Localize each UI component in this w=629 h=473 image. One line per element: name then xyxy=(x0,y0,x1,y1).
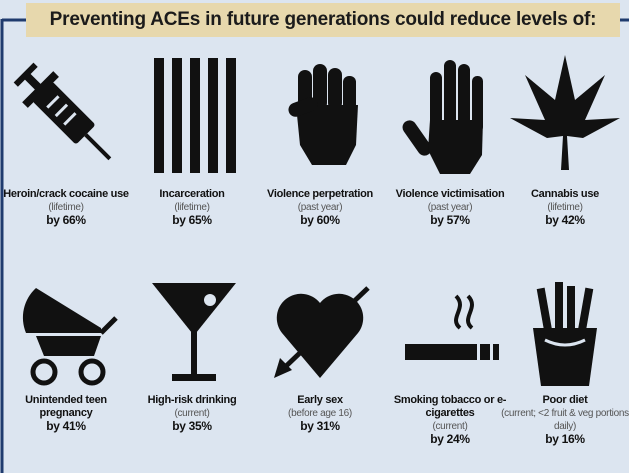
item: Unintended teen pregnancy by 41% xyxy=(2,278,130,433)
glass-icon xyxy=(152,283,236,381)
value: by 16% xyxy=(545,432,585,446)
note: (lifetime) xyxy=(547,202,583,213)
value: by 41% xyxy=(46,419,86,433)
note: (past year) xyxy=(427,202,473,213)
label: Early sex xyxy=(297,394,343,406)
note: (current; <2 fruit & veg portions daily) xyxy=(501,408,629,432)
item: Cannabis use (lifetime) by 42% xyxy=(501,50,629,227)
label: Violence perpetration xyxy=(267,188,373,200)
note: (lifetime) xyxy=(48,202,84,213)
value: by 24% xyxy=(430,432,470,446)
pram-icon xyxy=(22,288,118,386)
syringe-icon xyxy=(13,62,112,161)
note: (lifetime) xyxy=(174,202,210,213)
label: Smoking tobacco or e-cigarettes xyxy=(393,394,507,419)
hand-icon xyxy=(402,60,483,174)
item: Incarceration (lifetime) by 65% xyxy=(128,50,256,227)
value: by 65% xyxy=(172,213,212,227)
leaf-icon xyxy=(510,55,620,170)
label: Unintended teen pregnancy xyxy=(25,394,107,419)
value: by 57% xyxy=(430,213,470,227)
item: Early sex (before age 16) by 31% xyxy=(256,278,384,433)
item: Violence perpetration (past year) by 60% xyxy=(256,50,384,227)
value: by 35% xyxy=(172,419,212,433)
title: Preventing ACEs in future generations co… xyxy=(26,3,620,37)
note: (current) xyxy=(174,408,210,419)
label: Violence victimisation xyxy=(395,188,505,200)
item: Smoking tobacco or e-cigarettes (current)… xyxy=(386,278,514,446)
cigarette-icon xyxy=(405,294,499,360)
item: Violence victimisation (past year) by 57% xyxy=(386,50,514,227)
value: by 42% xyxy=(545,213,585,227)
bars-icon xyxy=(154,58,236,173)
item: High-risk drinking (current) by 35% xyxy=(128,278,256,433)
label: Poor diet xyxy=(542,394,588,406)
label: High-risk drinking xyxy=(147,394,237,406)
fist-icon xyxy=(288,64,358,165)
note: (before age 16) xyxy=(288,408,352,419)
label: Incarceration xyxy=(159,188,225,200)
fries-icon xyxy=(533,282,597,386)
item: Poor diet (current; <2 fruit & veg portio… xyxy=(501,278,629,446)
value: by 60% xyxy=(300,213,340,227)
value: by 31% xyxy=(300,419,340,433)
value: by 66% xyxy=(46,213,86,227)
label: Cannabis use xyxy=(531,188,599,200)
label: Heroin/crack cocaine use xyxy=(3,188,129,200)
heart-arrow-icon xyxy=(274,286,370,378)
note: (current) xyxy=(432,421,468,432)
note: (past year) xyxy=(297,202,343,213)
item: Heroin/crack cocaine use (lifetime) by 66… xyxy=(2,50,130,227)
